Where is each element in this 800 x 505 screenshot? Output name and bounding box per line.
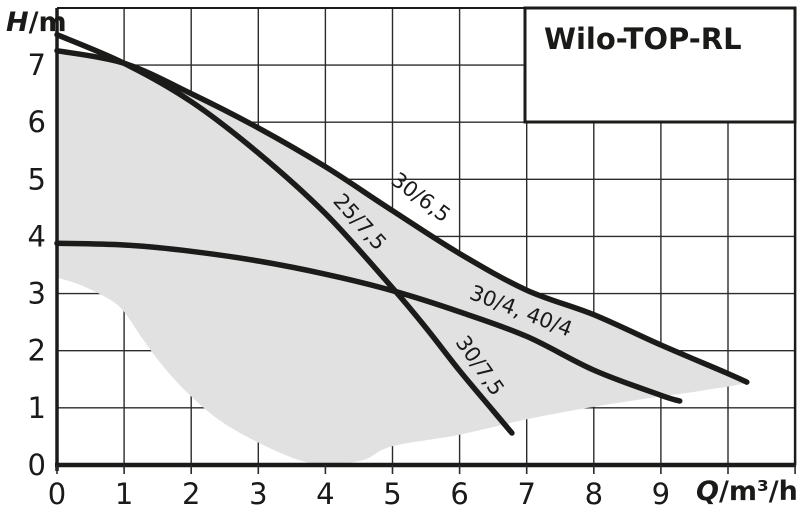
y-tick-label-1: 1 bbox=[28, 391, 46, 425]
x-tick-label-7: 7 bbox=[517, 477, 535, 505]
curve-30-6-5 bbox=[54, 47, 750, 385]
x-tick-label-0: 0 bbox=[48, 477, 66, 505]
x-tick-label-4: 4 bbox=[316, 477, 334, 505]
y-tick-label-5: 5 bbox=[28, 162, 46, 196]
x-tick-label-8: 8 bbox=[585, 477, 603, 505]
x-tick-label-6: 6 bbox=[450, 477, 468, 505]
y-tick-label-0: 0 bbox=[28, 448, 46, 482]
x-axis-label-symbol: Q bbox=[696, 476, 719, 505]
pump-curves bbox=[54, 31, 750, 436]
y-axis-label-symbol: H bbox=[6, 7, 29, 38]
y-tick-label-6: 6 bbox=[28, 105, 46, 139]
x-axis-tick-labels: 0 1 2 3 4 5 6 7 8 9 bbox=[48, 477, 670, 505]
y-axis-tick-labels: 0 1 2 3 4 5 6 7 bbox=[28, 48, 46, 482]
x-tick-label-5: 5 bbox=[383, 477, 401, 505]
curve-25-7-5-30-7-5 bbox=[54, 31, 515, 436]
y-tick-label-3: 3 bbox=[28, 277, 46, 311]
x-tick-label-1: 1 bbox=[115, 477, 133, 505]
x-tick-label-3: 3 bbox=[249, 477, 267, 505]
y-tick-label-2: 2 bbox=[28, 334, 46, 368]
x-axis-label: Q/m³/h bbox=[696, 476, 798, 505]
x-axis-label-unit: /m³/h bbox=[719, 476, 798, 505]
title-box bbox=[523, 6, 797, 124]
y-tick-label-7: 7 bbox=[28, 48, 46, 82]
curve-30-4-40-4 bbox=[54, 240, 683, 404]
y-tick-label-4: 4 bbox=[28, 219, 46, 253]
y-axis-label-unit: /m bbox=[29, 7, 67, 38]
chart-title: Wilo-TOP-RL bbox=[544, 22, 742, 56]
y-axis-label: H/m bbox=[6, 7, 67, 38]
x-tick-label-2: 2 bbox=[182, 477, 200, 505]
x-tick-label-9: 9 bbox=[652, 477, 670, 505]
